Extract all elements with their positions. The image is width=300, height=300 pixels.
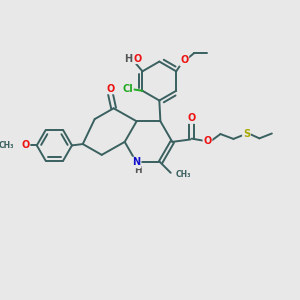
Text: O: O [180, 56, 188, 65]
Text: CH₃: CH₃ [0, 141, 14, 150]
Text: CH₃: CH₃ [176, 169, 192, 178]
Text: N: N [133, 158, 141, 167]
Text: Cl: Cl [122, 84, 133, 94]
Text: O: O [106, 83, 115, 94]
Text: O: O [203, 136, 211, 146]
Text: O: O [21, 140, 30, 150]
Text: H: H [134, 166, 142, 175]
Text: H: H [124, 54, 132, 64]
Text: S: S [243, 128, 250, 139]
Text: O: O [188, 113, 196, 123]
Text: O: O [134, 54, 142, 64]
